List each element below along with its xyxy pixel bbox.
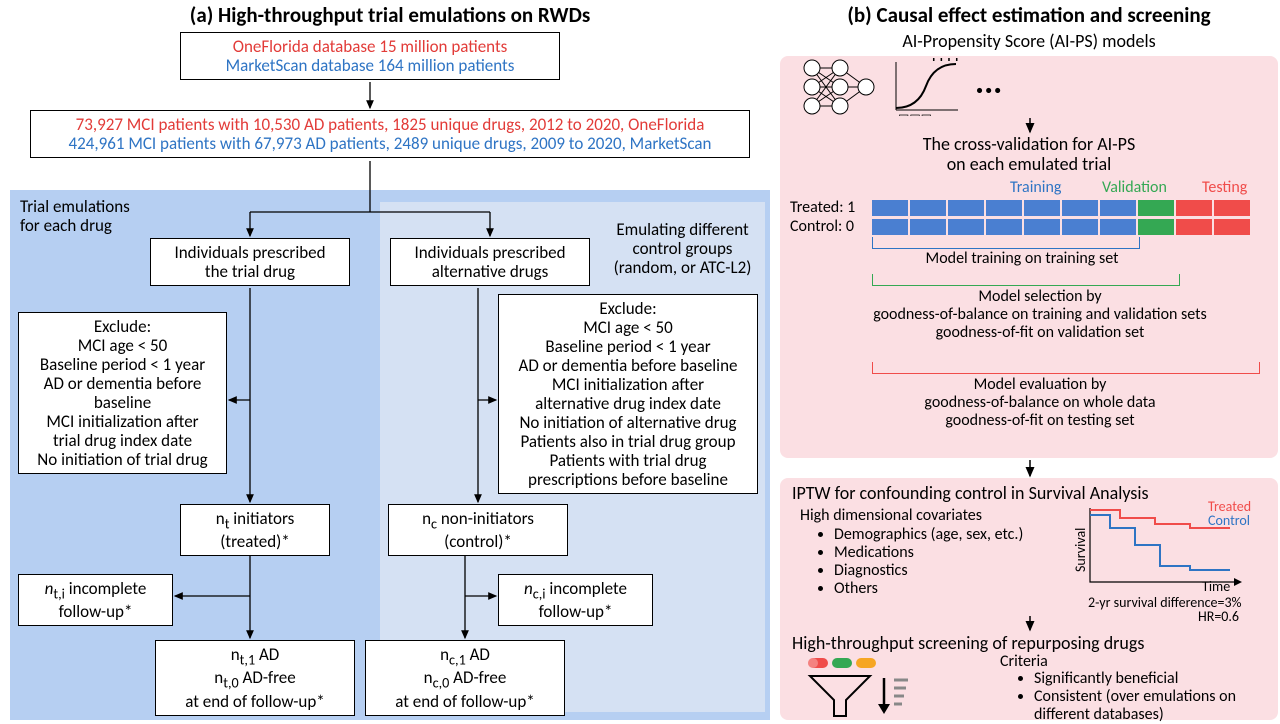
alt-drug-box: Individuals prescribed alternative drugs (390, 238, 590, 286)
cohort-line1: 73,927 MCI patients with 10,530 AD patie… (39, 115, 741, 134)
cv-segment (1062, 219, 1098, 235)
cv-segment (1138, 200, 1174, 216)
surv-xlabel: Time (1202, 578, 1230, 595)
bracket-test (872, 362, 1260, 374)
surv-legend-control: Control (1208, 512, 1250, 529)
bracket-test-text: Model evaluation by goodness-of-balance … (820, 376, 1260, 430)
nn-icon (800, 58, 878, 116)
cov-item: Medications (834, 544, 1056, 562)
bracket-train-text: Model training on training set (872, 250, 1172, 268)
nc-end-box: nc,1 ADnc,0 AD-freeat end of follow-up* (365, 640, 565, 716)
db-line1: OneFlorida database 15 million patients (189, 37, 551, 56)
cv-segment (1100, 219, 1136, 235)
cov-heading: High dimensional covariates (800, 506, 982, 525)
section-a-title: (a) High-throughput trial emulations on … (10, 2, 770, 28)
cv-test-label: Testing (1202, 178, 1247, 197)
cv-segment (1138, 219, 1174, 235)
criteria-item: Consistent (over emulations on different… (1034, 688, 1276, 724)
cv-segment (986, 200, 1022, 216)
cv-segment (872, 200, 908, 216)
curve-icon: ++++ ▭▭▭ (890, 58, 962, 116)
db-box: OneFlorida database 15 million patients … (180, 32, 560, 80)
trial-drug-box: Individuals prescribed the trial drug (150, 238, 350, 286)
models-ellipsis: ... (975, 62, 1002, 103)
cv-segment (1062, 200, 1098, 216)
cv-segment (948, 219, 984, 235)
cv-segment (872, 219, 908, 235)
bracket-val-text: Model selection by goodness-of-balance o… (820, 288, 1260, 342)
cv-segment (910, 200, 946, 216)
cv-val-label: Validation (1102, 178, 1167, 197)
svg-text:▭▭▭: ▭▭▭ (898, 110, 932, 116)
exclude-ctrl-box: Exclude: MCI age < 50 Baseline period < … (498, 294, 758, 494)
cv-segment (1100, 200, 1136, 216)
cv-treated-row-label: Treated: 1 (790, 198, 855, 217)
screening-title: High-throughput screening of repurposing… (792, 632, 1272, 654)
nt-init-box: nt initiators(treated)* (180, 504, 330, 556)
bracket-val (872, 274, 1180, 286)
cv-row-control (872, 219, 1252, 235)
cv-segment (1214, 219, 1250, 235)
iptw-title: IPTW for confounding control in Survival… (792, 482, 1272, 504)
section-b: (b) Causal effect estimation and screeni… (780, 2, 1278, 722)
nt-inc-box: nt,i incompletefollow-up* (18, 574, 173, 626)
criteria-list: Significantly beneficial Consistent (ove… (1016, 670, 1276, 724)
emul-ctrl-label: Emulating different control groups (rand… (600, 220, 765, 277)
surv-note2: HR=0.6 (1198, 608, 1239, 625)
cohort-line2: 424,961 MCI patients with 67,973 AD pati… (39, 134, 741, 153)
cohort-box: 73,927 MCI patients with 10,530 AD patie… (30, 110, 750, 158)
cov-item: Others (834, 580, 1056, 598)
nc-init-box: nc non-initiators(control)* (388, 504, 568, 556)
cv-segment (1214, 200, 1250, 216)
exclude-trial-box: Exclude: MCI age < 50 Baseline period < … (18, 312, 227, 474)
nc-inc-box: nc,i incompletefollow-up* (498, 574, 653, 626)
criteria-item: Significantly beneficial (1034, 670, 1276, 688)
nt-end-box: nt,1 ADnt,0 AD-freeat end of follow-up* (155, 640, 355, 716)
cv-segment (948, 200, 984, 216)
ai-ps-title: AI-Propensity Score (AI-PS) models (780, 30, 1278, 52)
surv-ylabel: Survival (1072, 528, 1089, 572)
cv-row-treated (872, 200, 1252, 216)
cv-segment (1024, 200, 1060, 216)
section-a: (a) High-throughput trial emulations on … (10, 2, 770, 722)
cv-train-label: Training (1010, 178, 1061, 197)
cv-segment (910, 219, 946, 235)
trial-emulations-label: Trial emulations for each drug (20, 197, 180, 235)
section-b-title: (b) Causal effect estimation and screeni… (780, 2, 1278, 28)
cov-list: Demographics (age, sex, etc.) Medication… (816, 526, 1056, 598)
cv-control-row-label: Control: 0 (790, 217, 854, 236)
bracket-train (872, 237, 1140, 249)
cv-segment (1176, 200, 1212, 216)
cov-item: Demographics (age, sex, etc.) (834, 526, 1056, 544)
funnel-icon (804, 656, 914, 720)
survival-chart: Treated Control Survival Time 2-yr survi… (1080, 502, 1270, 620)
cv-segment (1176, 219, 1212, 235)
cov-item: Diagnostics (834, 562, 1056, 580)
svg-text:++++: ++++ (930, 58, 961, 67)
cv-segment (1024, 219, 1060, 235)
cv-title: The cross-validation for AI-PS on each e… (780, 134, 1278, 174)
cv-segment (986, 219, 1022, 235)
db-line2: MarketScan database 164 million patients (189, 56, 551, 75)
